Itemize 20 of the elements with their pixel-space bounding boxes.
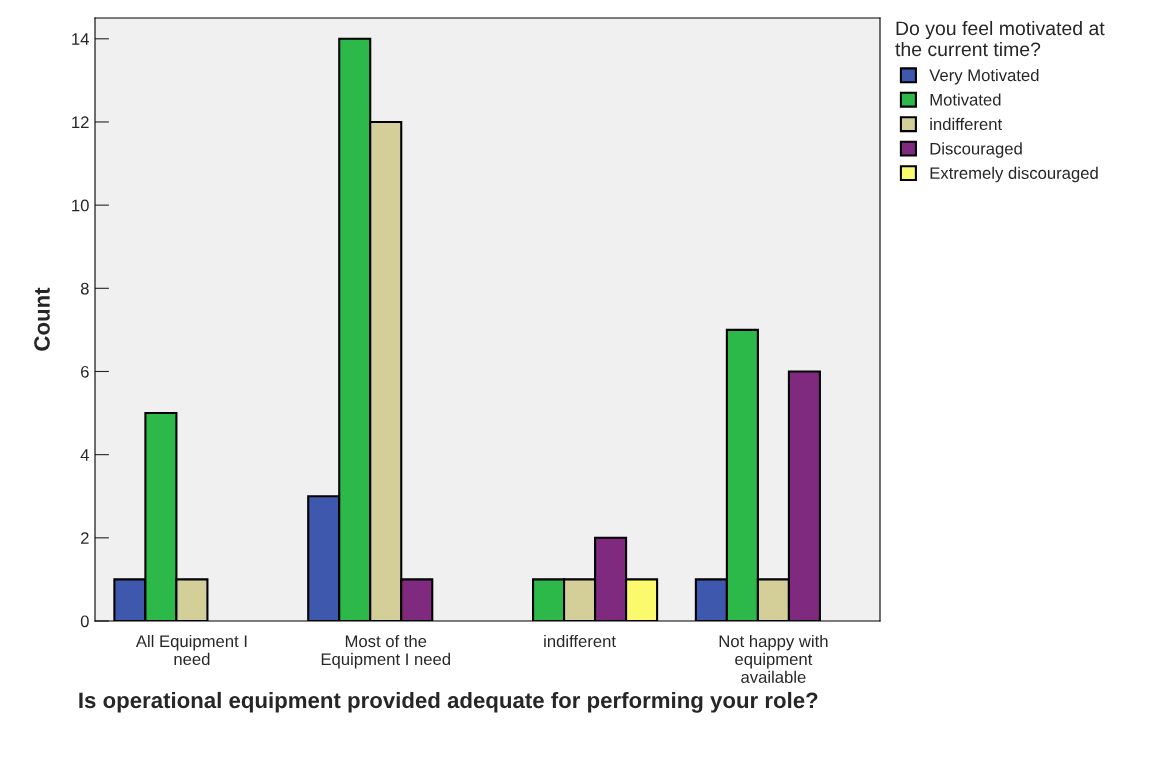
- legend-label: Discouraged: [930, 142, 1022, 158]
- legend-label: indifferent: [930, 117, 1003, 131]
- y-tick-label: 14: [72, 33, 89, 45]
- legend-label: Extremely discouraged: [930, 166, 1098, 183]
- y-tick-label: 8: [80, 282, 89, 295]
- x-tick-label: indifferent: [544, 634, 616, 648]
- legend-title: Do you feel motivated at the current time?: [895, 20, 1105, 57]
- y-axis-title: Count: [34, 287, 50, 351]
- y-tick-label: 10: [72, 199, 89, 212]
- y-tick-label: 2: [81, 532, 89, 544]
- y-tick-label: 4: [80, 449, 89, 461]
- x-tick-label: Not happy with equipment available: [719, 634, 828, 684]
- x-tick-label: Most of the Equipment I need: [321, 634, 450, 669]
- y-tick-label: 6: [81, 365, 89, 378]
- legend-label: Motivated: [930, 93, 1001, 106]
- x-tick-label: All Equipment I need: [135, 634, 247, 666]
- legend-label: Very Motivated: [929, 68, 1039, 85]
- y-tick-label: 0: [80, 615, 89, 628]
- y-tick-label: 12: [72, 116, 89, 128]
- x-axis-title: Is operational equipment provided adequate for performing your role?: [79, 691, 818, 713]
